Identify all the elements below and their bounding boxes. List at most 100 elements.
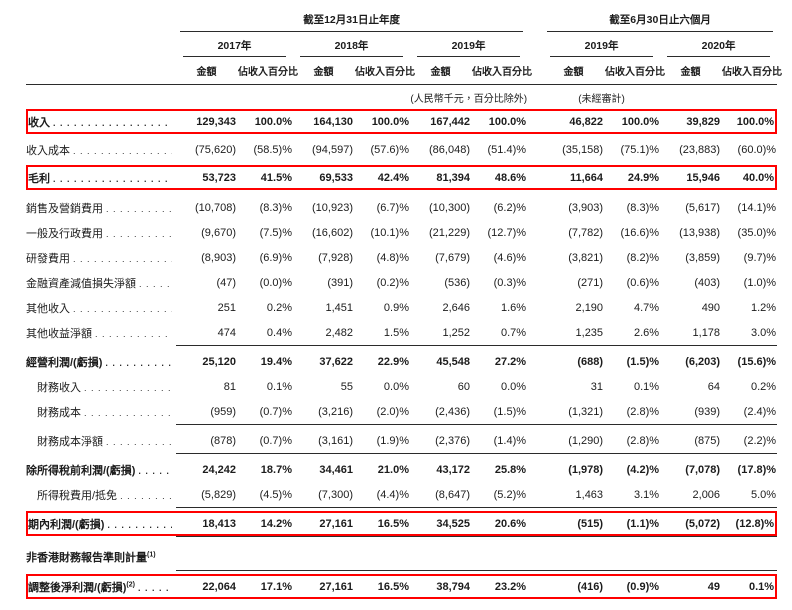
amount-value-cell: 55 xyxy=(340,380,353,393)
row-label-text: 期內利潤/(虧損) xyxy=(28,518,105,531)
pct-value-cell: 20.6% xyxy=(471,511,528,536)
amount-value-cell: (16,602) xyxy=(312,226,353,239)
amount-value-cell: 46,822 xyxy=(543,109,605,134)
column-gap xyxy=(527,109,544,134)
pct-header: 佔收入百分比 xyxy=(604,57,665,85)
pct-value-cell: 4.7% xyxy=(633,301,660,314)
sum-rule-row xyxy=(26,345,778,349)
year-2018-label: 2018年 xyxy=(300,32,403,57)
pct-value-cell: (2.8)% xyxy=(626,434,660,447)
pct-value-cell: (51.4)% xyxy=(487,143,527,156)
row-label: 收入 xyxy=(26,109,176,134)
year-2019-interim: 2019年 xyxy=(543,32,660,57)
row-label-text: 毛利 xyxy=(28,172,50,185)
table-row: 所得稅費用/抵免 (5,829) (4.5)% (7,300) (4.4)% (8,647… xyxy=(26,482,777,507)
sum-rule xyxy=(176,507,778,511)
amount-value-cell: (75,620) xyxy=(195,143,236,156)
amount-value-cell: 38,794 xyxy=(410,574,471,599)
row-label: 金融資產減值損失淨額 xyxy=(26,270,176,295)
pct-value-cell: 23.2% xyxy=(471,574,528,599)
sum-rule xyxy=(176,424,778,428)
pct-value-cell: 100.0% xyxy=(721,109,778,134)
column-gap xyxy=(527,137,543,162)
table-row: 經營利潤/(虧損) 25,120 19.4% 37,622 22.9% 45,548 27.… xyxy=(26,349,777,374)
amount-value-cell: 27,161 xyxy=(293,511,354,536)
table-row: 銷售及營銷費用 (10,708) (8.3)% (10,923) (6.7)% (10,3… xyxy=(26,195,777,220)
year-2020-interim-label: 2020年 xyxy=(667,32,771,57)
amount-value-cell: (23,883) xyxy=(679,143,721,156)
amount-value-cell: 31 xyxy=(590,380,604,393)
amount-value-cell: 2,646 xyxy=(442,301,470,314)
pct-value-cell: 18.7% xyxy=(260,463,292,476)
row-label-text: 除所得稅前利潤/(虧損) xyxy=(26,464,136,477)
row-label: 其他收入 xyxy=(26,295,176,320)
dot-leader xyxy=(103,229,172,240)
section-label: 非香港財務報告準則計量(1) xyxy=(26,551,156,564)
table-row: 財務成本 (959) (0.7)% (3,216) (2.0)% (2,436) (1.5)… xyxy=(26,399,777,424)
section-header-row: 非香港財務報告準則計量(1) xyxy=(26,544,777,570)
pct-value-cell: (0.9)% xyxy=(604,574,661,599)
pct-header: 佔收入百分比 xyxy=(354,57,415,85)
row-label: 銷售及營銷費用 xyxy=(26,195,176,220)
table-row: 財務收入 81 0.1% 55 0.0% 60 0.0% 31 0.1% 64 0.2% xyxy=(26,374,777,399)
pct-value-cell: 19.4% xyxy=(260,355,292,368)
row-label-text: 其他收入 xyxy=(26,302,70,315)
amount-value-cell: (688) xyxy=(577,355,604,368)
pct-value-cell: (1.9)% xyxy=(376,434,409,447)
row-label-text: 研發費用 xyxy=(26,252,70,265)
amount-value-cell: (2,376) xyxy=(435,434,470,447)
pct-value-cell: (12.7)% xyxy=(487,226,527,239)
table-header: 截至12月31日止年度 截至6月30日止六個月 2017年 2018年 2019… xyxy=(26,10,782,109)
amount-value-cell: 24,242 xyxy=(202,463,236,476)
column-gap xyxy=(527,428,543,453)
pct-value-cell: 25.8% xyxy=(494,463,527,476)
pct-value-cell: 0.1% xyxy=(721,574,778,599)
table-row: 期內利潤/(虧損) 18,41314.2%27,16116.5%34,52520.… xyxy=(26,511,778,536)
row-label: 除所得稅前利潤/(虧損) xyxy=(26,457,176,482)
amount-value-cell: 15,946 xyxy=(660,165,722,190)
pct-value-cell: (5.2)% xyxy=(493,488,527,501)
column-gap xyxy=(527,349,543,374)
table-row: 研發費用 (8,903) (6.9)% (7,928) (4.8)% (7,679) (4.… xyxy=(26,245,777,270)
unaudited-note: (未經審計) xyxy=(578,94,625,105)
column-gap xyxy=(527,457,543,482)
pct-value-cell: 100.0% xyxy=(354,109,410,134)
pct-value-cell: 21.0% xyxy=(377,463,409,476)
pct-value-cell: 5.0% xyxy=(751,488,777,501)
amount-value-cell: (878) xyxy=(210,434,236,447)
amount-value-cell: (47) xyxy=(216,276,236,289)
pct-value-cell: 0.1% xyxy=(266,380,292,393)
pct-value-cell: (8.2)% xyxy=(626,251,660,264)
amount-value-cell: (8,647) xyxy=(435,488,470,501)
row-label: 期內利潤/(虧損) xyxy=(26,511,176,536)
amount-value-cell: (959) xyxy=(210,405,236,418)
pct-value-cell: 14.2% xyxy=(237,511,293,536)
amount-value-cell: (7,782) xyxy=(568,226,604,239)
pct-value-cell: (1.4)% xyxy=(493,434,527,447)
row-label: 其他收益淨額 xyxy=(26,320,176,345)
pct-value-cell: (10.1)% xyxy=(370,226,409,239)
pct-value-cell: 100.0% xyxy=(604,109,661,134)
dot-leader xyxy=(50,174,172,185)
column-gap xyxy=(527,270,543,295)
row-label: 財務收入 xyxy=(26,374,176,399)
pct-value-cell: (4.6)% xyxy=(493,251,527,264)
column-gap xyxy=(527,482,543,507)
header-gap xyxy=(527,32,543,57)
row-label-text: 財務收入 xyxy=(37,381,81,394)
amount-value-cell: (403) xyxy=(694,276,721,289)
pct-value-cell: 0.7% xyxy=(500,326,527,339)
amount-value-cell: 27,161 xyxy=(293,574,354,599)
pct-value-cell: 100.0% xyxy=(237,109,293,134)
amount-value-cell: 1,235 xyxy=(575,326,604,339)
pct-value-cell: (0.7)% xyxy=(259,405,292,418)
year-2019-interim-label: 2019年 xyxy=(550,32,654,57)
year-header-row: 2017年 2018年 2019年 2019年 2020年 xyxy=(26,32,777,57)
column-gap xyxy=(527,320,543,345)
pct-value-cell: (4.2)% xyxy=(626,463,660,476)
amount-value-cell: (5,617) xyxy=(685,201,721,214)
dot-leader xyxy=(104,520,172,531)
pct-value-cell: (1.5)% xyxy=(626,355,660,368)
pct-value-cell: (6.2)% xyxy=(493,201,527,214)
